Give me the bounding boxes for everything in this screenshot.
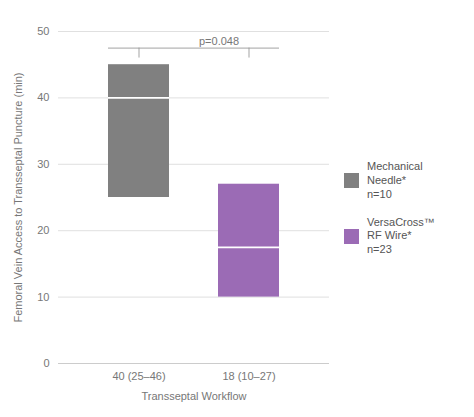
svg-text:p=0.048: p=0.048 bbox=[199, 35, 239, 47]
html-text:Mechanical Needle* n=10: Mechanical Needle* n=10 bbox=[367, 160, 423, 200]
svg-text:Transseptal Workflow: Transseptal Workflow bbox=[141, 390, 246, 402]
svg-text:18 (10–27): 18 (10–27) bbox=[222, 370, 275, 382]
svg-text:10: 10 bbox=[37, 291, 49, 303]
svg-text:Femoral Vein Access to Transse: Femoral Vein Access to Transseptal Punct… bbox=[12, 72, 24, 322]
svg-text:20: 20 bbox=[37, 224, 49, 236]
svg-text:50: 50 bbox=[37, 25, 49, 37]
svg-text:40 (25–46): 40 (25–46) bbox=[112, 370, 165, 382]
svg-text:0: 0 bbox=[43, 357, 49, 369]
svg-text:30: 30 bbox=[37, 158, 49, 170]
html-text:VersaCross™ RF Wire* n=23: VersaCross™ RF Wire* n=23 bbox=[367, 215, 435, 255]
svg-text:40: 40 bbox=[37, 91, 49, 103]
